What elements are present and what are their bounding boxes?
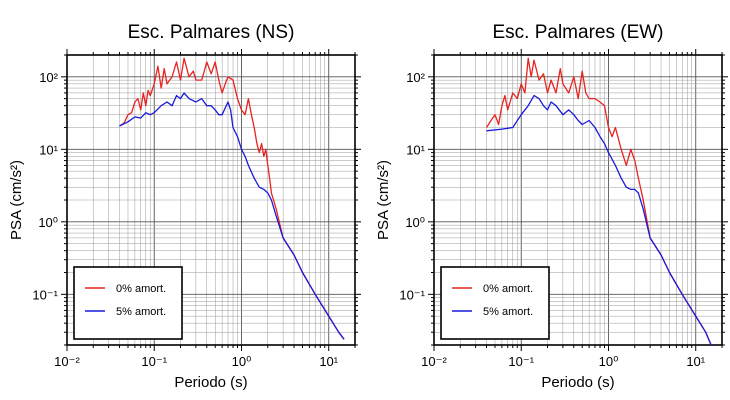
- legend-label: 5% amort.: [116, 306, 166, 318]
- legend-label: 0% amort.: [116, 283, 166, 295]
- y-tick-label: 10¹: [406, 142, 425, 157]
- series-line-0pct: [485, 57, 712, 346]
- chart-panel-1: 10⁻² 10⁻¹ 10⁰ 10¹ 10⁻¹ 10⁰ 10¹ 10² Esc. Palmares…: [8, 22, 361, 391]
- y-axis-label: PSA (cm/s²): [375, 160, 392, 240]
- y-tick-label: 10²: [39, 70, 58, 85]
- legend-label: 5% amort.: [483, 306, 533, 318]
- x-tick-label: 10¹: [686, 354, 705, 369]
- x-tick-label: 10⁻²: [421, 354, 447, 369]
- y-tick-label: 10⁰: [38, 215, 58, 230]
- y-tick-label: 10⁻¹: [32, 287, 58, 302]
- y-tick-label: 10²: [406, 70, 425, 85]
- y-tick-label: 10¹: [39, 142, 58, 157]
- series-line-5pct: [486, 94, 712, 346]
- x-tick-label: 10¹: [319, 354, 338, 369]
- legend: 0% amort. 5% amort.: [73, 266, 183, 340]
- tick-marks: [428, 49, 728, 351]
- x-axis-label: Periodo (s): [541, 374, 614, 391]
- y-tick-label: 10⁰: [405, 215, 425, 230]
- tick-marks: [61, 49, 361, 351]
- chart-title: Esc. Palmares (EW): [492, 22, 663, 43]
- chart-panel-2: 10⁻² 10⁻¹ 10⁰ 10¹ 10⁻¹ 10⁰ 10¹ 10² Esc. Palmares…: [375, 22, 728, 391]
- x-tick-label: 10⁰: [599, 354, 619, 369]
- y-tick-label: 10⁻¹: [399, 287, 425, 302]
- x-tick-label: 10⁻²: [54, 354, 80, 369]
- x-axis-label: Periodo (s): [174, 374, 247, 391]
- legend: 0% amort. 5% amort.: [440, 266, 550, 340]
- legend-label: 0% amort.: [483, 283, 533, 295]
- series-line-0pct: [119, 57, 345, 340]
- x-tick-label: 10⁻¹: [141, 354, 167, 369]
- x-tick-label: 10⁰: [232, 354, 252, 369]
- chart-title: Esc. Palmares (NS): [128, 22, 295, 43]
- x-tick-label: 10⁻¹: [508, 354, 534, 369]
- legend-box: [440, 266, 550, 340]
- y-axis-label: PSA (cm/s²): [8, 160, 25, 240]
- legend-box: [73, 266, 183, 340]
- series-line-5pct: [119, 92, 345, 340]
